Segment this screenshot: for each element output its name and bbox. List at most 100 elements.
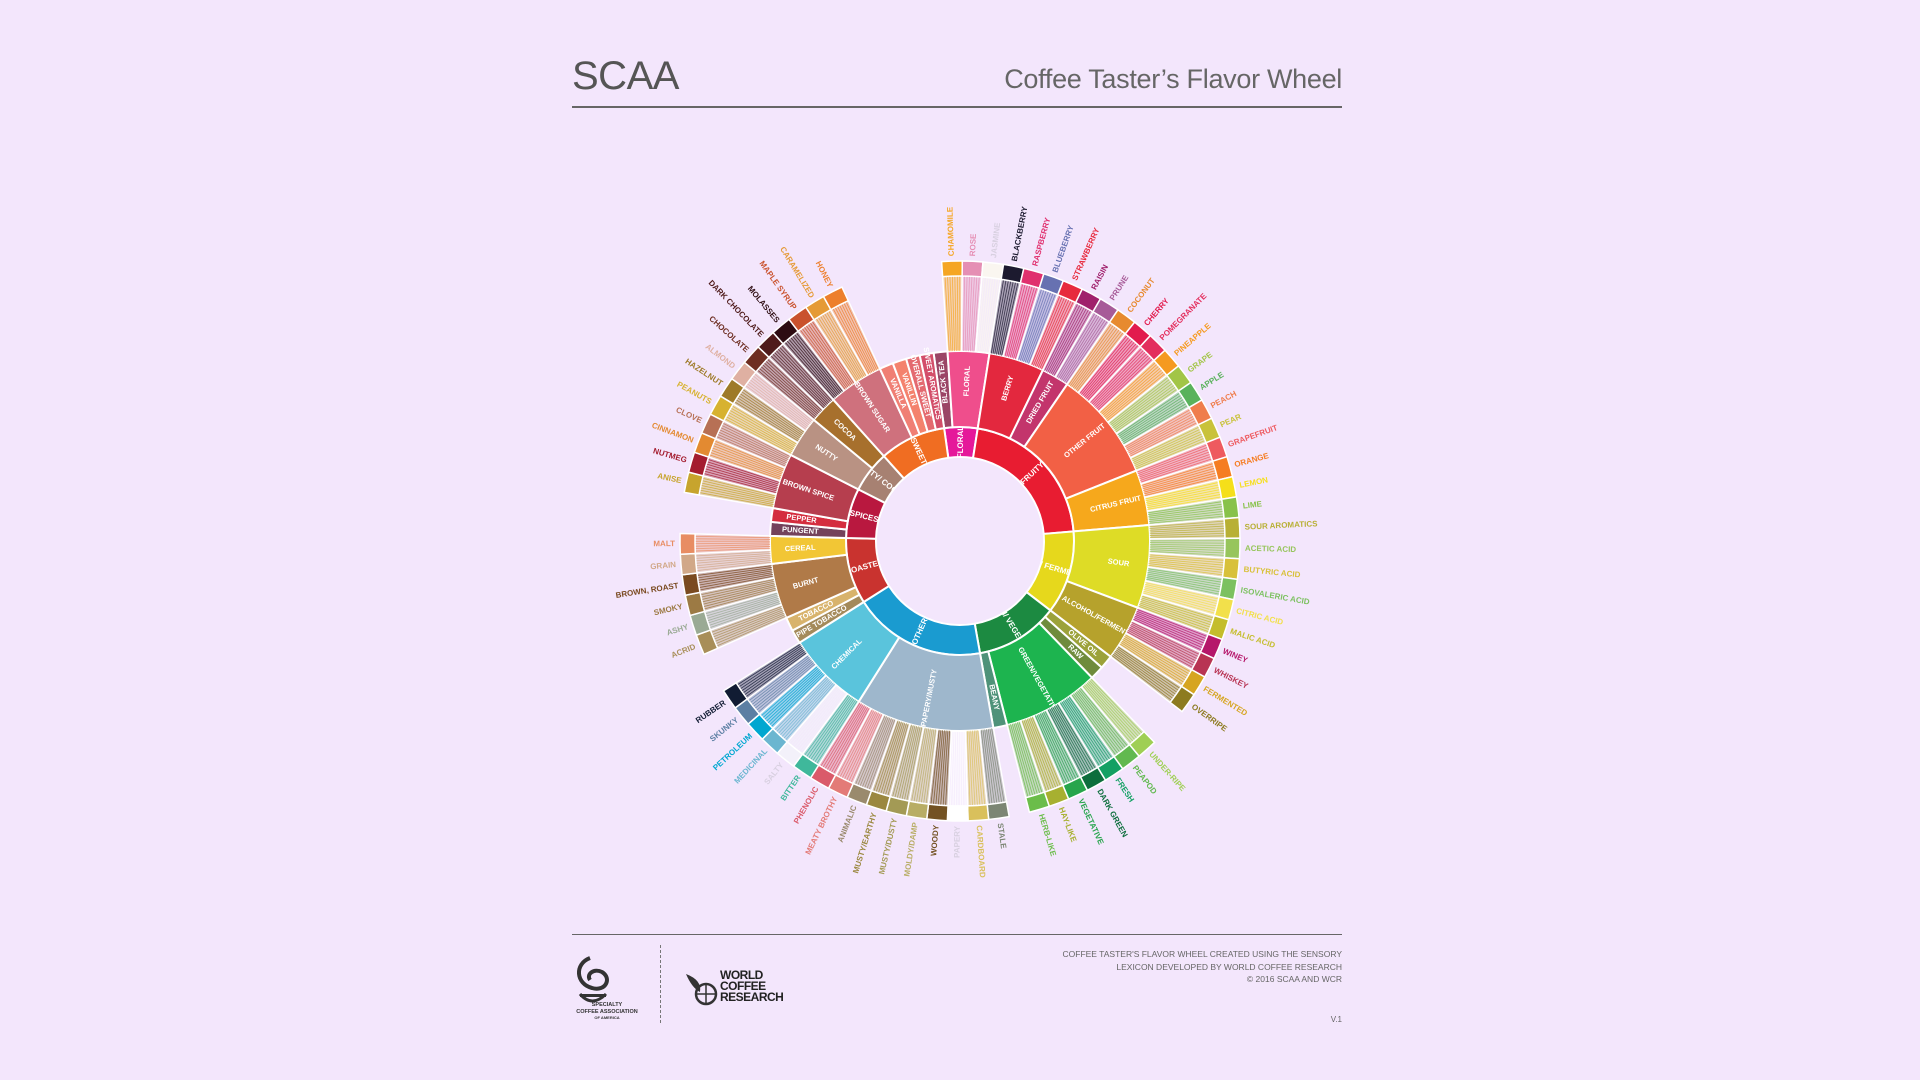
flavor-ray-stripe xyxy=(1135,613,1205,644)
flavor-label: SKUNKY xyxy=(708,715,741,744)
flavor-ray-stripe xyxy=(1080,336,1130,395)
flavor-ray-stripe xyxy=(839,710,875,778)
flavor-ray-stripe xyxy=(1149,530,1225,535)
flavor-ray-stripe xyxy=(1123,637,1189,677)
flavor-ray-stripe xyxy=(1135,612,1206,642)
flavor-label: ACRID xyxy=(670,642,697,660)
flavor-swatch xyxy=(905,800,930,820)
flavor-ray-stripe xyxy=(1061,316,1102,381)
flavor-ray-stripe xyxy=(1044,303,1079,372)
flavor-ray-stripe xyxy=(932,729,942,805)
flavor-ray-stripe xyxy=(1145,486,1220,503)
flavor-ray-stripe xyxy=(997,281,1014,355)
flavor-ray-stripe xyxy=(711,607,783,636)
flavor-ray-stripe xyxy=(1082,685,1132,744)
flavor-ray-stripe xyxy=(811,320,855,384)
flavor-ray-stripe xyxy=(1125,634,1191,673)
flavor-ray-stripe xyxy=(1139,453,1211,480)
flavor-ray-stripe xyxy=(1149,520,1225,528)
flavor-label: FRESH xyxy=(1114,776,1137,804)
flavor-ray-stripe xyxy=(982,729,993,805)
flavor-ray-stripe xyxy=(744,651,806,696)
flavor-ray-stripe xyxy=(719,429,788,462)
flavor-ray-stripe xyxy=(882,722,906,795)
flavor-ray-stripe xyxy=(1140,600,1212,626)
flavor-ray-stripe xyxy=(824,704,864,770)
flavor-ray-stripe xyxy=(1140,599,1213,624)
flavor-ray-stripe xyxy=(721,424,790,459)
flavor-ray-stripe xyxy=(1019,289,1045,361)
flavor-ray-stripe xyxy=(1062,317,1104,382)
flavor-ray-stripe xyxy=(828,310,867,377)
flavor-ray-stripe xyxy=(1050,307,1087,375)
flavor-ray-stripe xyxy=(1110,378,1171,426)
flavor-ray-stripe xyxy=(906,727,923,801)
flavor-ray-stripe xyxy=(992,279,1007,354)
flavor-ray-stripe xyxy=(1068,323,1112,386)
flavor-ray-stripe xyxy=(1129,420,1197,455)
flavor-label: BROWN, ROAST xyxy=(615,581,679,600)
flavor-ray-stripe xyxy=(801,327,848,389)
flavor-ray-stripe xyxy=(1149,547,1225,551)
flavor-label: PRUNE xyxy=(1108,273,1131,302)
flavor-ray-stripe xyxy=(760,366,818,417)
flavor-ray-stripe xyxy=(973,276,980,352)
flavor-ray-stripe xyxy=(991,728,1005,803)
flavor-label: ORANGE xyxy=(1233,451,1270,469)
flavor-ray-stripe xyxy=(947,276,952,352)
flavor-ray-stripe xyxy=(857,716,888,786)
flavor-ray-stripe xyxy=(1133,618,1202,651)
flavor-swatch xyxy=(986,801,1011,821)
flavor-ray-stripe xyxy=(1055,704,1094,771)
flavor-ray-stripe xyxy=(1148,559,1224,569)
flavor-ray-stripe xyxy=(1146,575,1221,590)
flavor-ray-stripe xyxy=(913,728,928,803)
flavor-ray-stripe xyxy=(845,301,879,370)
flavor-ray-stripe xyxy=(1010,724,1031,797)
flavor-ray-stripe xyxy=(1101,363,1158,415)
flavor-label: NUTMEG xyxy=(652,446,688,464)
flavor-ray-stripe xyxy=(1137,446,1209,475)
flavor-swatch xyxy=(1221,557,1241,581)
flavor-ray-stripe xyxy=(1115,649,1178,693)
flavor-ray-stripe xyxy=(738,395,802,438)
flavor-ray-stripe xyxy=(885,723,907,796)
flavor-ray-stripe xyxy=(1139,456,1212,481)
flavor-ray-stripe xyxy=(896,725,916,799)
wcr-logo-line: WORLD xyxy=(720,968,763,982)
flavor-ray-stripe xyxy=(1015,722,1038,795)
flavor-ray-stripe xyxy=(1115,388,1178,433)
flavor-ray-stripe xyxy=(700,580,775,598)
flavor-ray-stripe xyxy=(1135,440,1206,470)
flavor-ray-stripe xyxy=(783,682,834,739)
flavor-ray-stripe xyxy=(1141,463,1214,486)
flavor-ray-stripe xyxy=(1092,351,1146,406)
flavor-ray-stripe xyxy=(834,307,871,374)
flavor-label: HAZELNUT xyxy=(683,357,724,388)
flavor-ray-stripe xyxy=(696,558,771,567)
flavor-ray-stripe xyxy=(954,730,958,806)
flavor-ray-stripe xyxy=(848,713,881,782)
flavor-ray-stripe xyxy=(799,329,846,390)
flavor-ray-stripe xyxy=(1047,709,1084,777)
flavor-ray-stripe xyxy=(788,338,838,397)
flavor-ray-stripe xyxy=(1112,653,1174,699)
flavor-ray-stripe xyxy=(726,414,794,451)
flavor-ray-stripe xyxy=(776,677,829,733)
flavor-ray-stripe xyxy=(1036,714,1068,784)
flavor-label: SOUR AROMATICS xyxy=(1244,519,1318,531)
subcategory-label: SOUR xyxy=(1107,556,1130,568)
flavor-ray-stripe xyxy=(695,546,771,550)
flavor-ray-stripe xyxy=(1045,304,1081,372)
flavor-ray-stripe xyxy=(1053,310,1092,376)
flavor-ray-stripe xyxy=(701,582,775,600)
flavor-swatch xyxy=(925,803,949,822)
flavor-ray-stripe xyxy=(812,698,855,762)
scaa-logo-line: OF AMERICA xyxy=(594,1015,620,1020)
flavor-label: BITTER xyxy=(779,773,803,802)
flavor-ray-stripe xyxy=(1026,292,1054,364)
flavor-ray-stripe xyxy=(810,697,854,761)
scaa-logo-icon xyxy=(577,956,609,1003)
flavor-ray-stripe xyxy=(1023,291,1049,363)
